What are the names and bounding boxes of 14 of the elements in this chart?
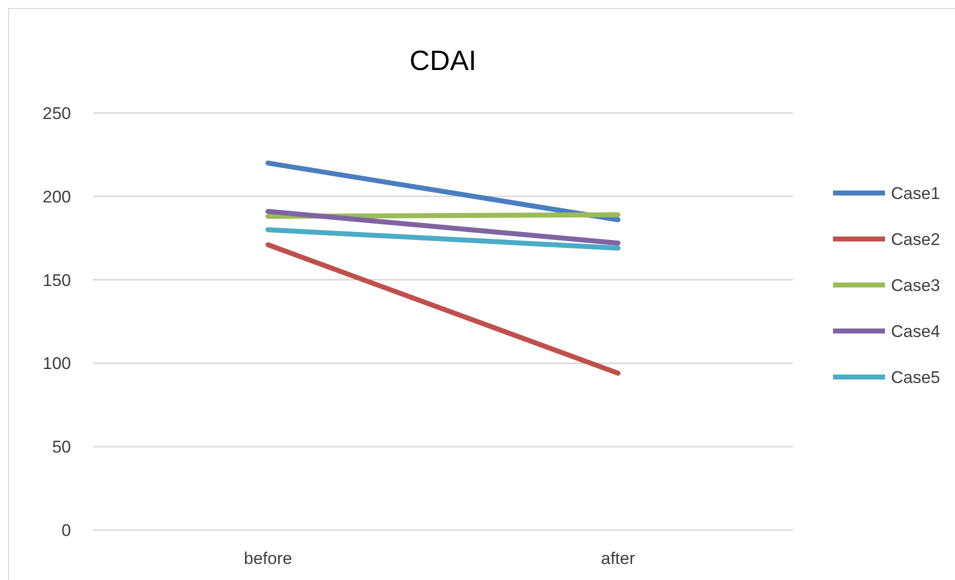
y-tick-label: 150 (42, 270, 71, 290)
y-tick-label: 100 (42, 354, 71, 374)
x-tick-label: before (244, 549, 292, 568)
y-tick-label: 0 (62, 520, 71, 540)
legend-label: Case5 (891, 368, 940, 387)
legend-label: Case1 (891, 184, 940, 203)
y-tick-label: 200 (42, 187, 71, 206)
x-tick-label: after (600, 549, 636, 568)
y-tick-label: 250 (42, 104, 71, 123)
legend-label: Case3 (891, 276, 940, 295)
y-tick-label: 50 (52, 438, 71, 457)
legend-label: Case2 (891, 230, 940, 249)
chart-title: CDAI (410, 45, 476, 76)
legend-label: Case4 (891, 322, 940, 341)
